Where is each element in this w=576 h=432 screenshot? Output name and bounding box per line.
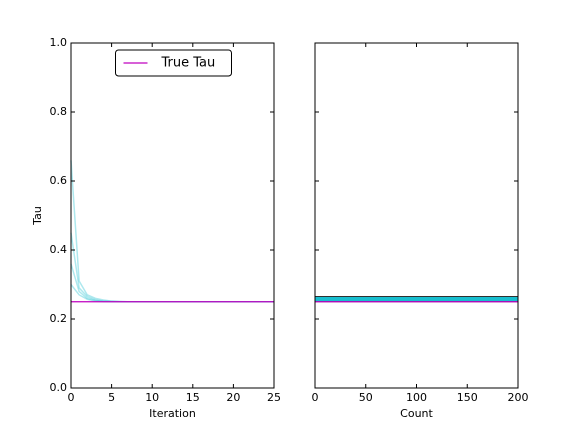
x-tick-label: 200 xyxy=(508,391,529,404)
x-tick-label: 5 xyxy=(108,391,115,404)
legend-box xyxy=(115,49,232,77)
y-tick-label: 0.8 xyxy=(50,105,68,118)
x-tick-label: 0 xyxy=(68,391,75,404)
x-tick-label: 20 xyxy=(226,391,240,404)
trace xyxy=(70,160,274,303)
legend-label: True Tau xyxy=(161,56,216,71)
y-tick-label: 0.4 xyxy=(50,243,68,256)
x-tick-label: 25 xyxy=(267,391,281,404)
hist-bar xyxy=(314,296,519,303)
x-tick-label: 15 xyxy=(186,391,200,404)
y-tick-label: 0.6 xyxy=(50,174,68,187)
trace xyxy=(70,263,274,303)
x-tick-label: 50 xyxy=(359,391,373,404)
x-tick-label: 10 xyxy=(145,391,159,404)
y-axis-label: Tau xyxy=(31,206,44,226)
axes-frame xyxy=(70,42,275,389)
y-tick-label: 0.0 xyxy=(50,381,68,394)
y-tick-label: 0.2 xyxy=(50,312,68,325)
y-tick-label: 1.0 xyxy=(50,36,68,49)
trace xyxy=(70,232,274,303)
x-tick-label: 150 xyxy=(457,391,478,404)
x-tick-label: 100 xyxy=(406,391,427,404)
x-tick-label: 0 xyxy=(312,391,319,404)
x-axis-label: Iteration xyxy=(149,407,196,420)
x-axis-label: Count xyxy=(400,407,433,420)
axes-frame xyxy=(314,42,519,389)
